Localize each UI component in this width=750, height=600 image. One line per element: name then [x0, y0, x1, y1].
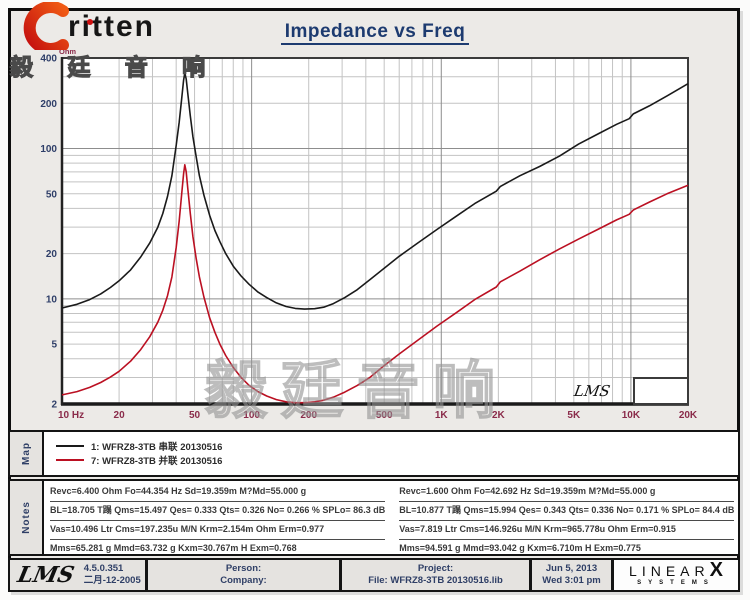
- y-tick-label: 200: [40, 99, 57, 110]
- map-section-label-cell: Map: [10, 432, 44, 475]
- footer-bar: LMS 4.5.0.351 二月-12-2005 Person: Company…: [8, 558, 740, 592]
- footer-datetime-cell: Jun 5, 2013 Wed 3:01 pm: [532, 560, 614, 590]
- y-tick-label: 100: [40, 144, 57, 155]
- x-tick-label: 20: [114, 410, 126, 421]
- note-line: Revc=6.400 Ohm Fo=44.354 Hz Sd=19.359m M…: [50, 483, 386, 502]
- note-line: Revc=1.600 Ohm Fo=42.692 Hz Sd=19.359m M…: [399, 483, 735, 502]
- y-tick-label: 50: [46, 189, 58, 200]
- vendor-logo: ritten: [16, 1, 246, 55]
- note-line: Vas=10.496 Ltr Cms=197.235u M/N Krm=2.15…: [50, 521, 386, 540]
- y-tick-label: 2: [51, 400, 57, 411]
- lms-logo: LMS: [15, 562, 77, 588]
- x-tick-label: 50: [189, 410, 201, 421]
- company-label: Company:: [220, 575, 267, 586]
- report-time: Wed 3:01 pm: [542, 575, 601, 586]
- footer-project-cell: Project: File: WFRZ8-3TB 20130516.lib: [342, 560, 532, 590]
- footer-person-cell: Person: Company:: [148, 560, 342, 590]
- x-tick-label: 20K: [679, 410, 698, 421]
- x-tick-label: 500: [376, 410, 393, 421]
- curve-series-1: [61, 72, 689, 310]
- legend-entry-label: 1: WFRZ8-3TB 串联 20130516: [91, 442, 223, 453]
- x-tick-label: 10 Hz: [58, 410, 84, 421]
- notes-columns: Revc=6.400 Ohm Fo=44.354 Hz Sd=19.359m M…: [44, 481, 740, 559]
- x-tick-label: 10K: [622, 410, 641, 421]
- x-tick-label: 100: [243, 410, 260, 421]
- linearx-logo: LINEAR X: [629, 559, 723, 581]
- file-name: File: WFRZ8-3TB 20130516.lib: [368, 575, 503, 586]
- logo-wordmark: ritten: [68, 10, 155, 43]
- legend-line-sample: [56, 445, 84, 447]
- notes-section: Notes Revc=6.400 Ohm Fo=44.354 Hz Sd=19.…: [8, 479, 740, 559]
- x-tick-label: 200: [300, 410, 317, 421]
- lms-inset-box: [633, 377, 689, 405]
- notes-column-right: Revc=1.600 Ohm Fo=42.692 Hz Sd=19.359m M…: [399, 483, 735, 559]
- version-block: 4.5.0.351 二月-12-2005: [84, 563, 141, 587]
- lms-inset-logo: LMS: [572, 382, 612, 400]
- report-date: Jun 5, 2013: [545, 563, 598, 574]
- legend-line-sample: [56, 459, 84, 461]
- legend-entry: 7: WFRZ8-3TB 并联 20130516: [56, 453, 222, 467]
- note-line: Mms=65.281 g Mmd=63.732 g Kxm=30.767m H …: [50, 540, 386, 559]
- footer-lms-cell: LMS 4.5.0.351 二月-12-2005: [10, 560, 148, 590]
- map-section: Map 1: WFRZ8-3TB 串联 20130516 7: WFRZ8-3T…: [8, 430, 740, 477]
- note-line: BL=18.705 T蹋 Qms=15.497 Qes= 0.333 Qts= …: [50, 502, 386, 521]
- curve-series-2: [61, 164, 689, 404]
- note-line: Mms=94.591 g Mmd=93.042 g Kxm=6.710m H E…: [399, 540, 735, 559]
- person-label: Person:: [225, 563, 262, 574]
- y-tick-label: 10: [46, 294, 58, 305]
- version-date: 二月-12-2005: [83, 575, 141, 586]
- logo-i-dot-icon: [87, 19, 93, 25]
- legend: 1: WFRZ8-3TB 串联 20130516 7: WFRZ8-3TB 并联…: [44, 432, 222, 475]
- legend-entry: 1: WFRZ8-3TB 串联 20130516: [56, 439, 222, 453]
- note-line: Vas=7.819 Ltr Cms=146.926u M/N Krm=965.7…: [399, 521, 735, 540]
- y-tick-label: 20: [46, 249, 58, 260]
- project-label: Project:: [417, 563, 454, 574]
- map-section-label: Map: [20, 442, 32, 465]
- notes-section-label-cell: Notes: [10, 481, 44, 554]
- page-title: Impedance vs Freq: [280, 21, 470, 45]
- version-number: 4.5.0.351: [83, 563, 124, 574]
- y-tick-label: 400: [40, 54, 57, 65]
- logo-swoosh-icon: [23, 1, 69, 55]
- notes-column-left: Revc=6.400 Ohm Fo=44.354 Hz Sd=19.359m M…: [50, 483, 386, 559]
- linearx-systems: SYSTEMS: [637, 580, 715, 586]
- logo-cjk-text: 毅 廷 音 响: [9, 53, 220, 80]
- note-line: BL=10.877 T蹋 Qms=15.994 Qes= 0.343 Qts= …: [399, 502, 735, 521]
- plot-area: [62, 58, 688, 404]
- footer-brand-cell: LINEAR X SYSTEMS: [614, 560, 738, 590]
- legend-entry-label: 7: WFRZ8-3TB 并联 20130516: [91, 456, 223, 467]
- linearx-name: LINEAR: [629, 563, 710, 579]
- x-tick-label: 5K: [567, 410, 581, 421]
- x-tick-label: 1K: [435, 410, 449, 421]
- y-axis-unit: Ohm: [59, 47, 76, 56]
- linearx-x: X: [709, 559, 723, 581]
- y-tick-label: 5: [51, 340, 57, 351]
- x-tick-label: 2K: [492, 410, 506, 421]
- chart-title-wrap: Impedance vs Freq: [0, 21, 750, 45]
- notes-section-label: Notes: [20, 501, 32, 534]
